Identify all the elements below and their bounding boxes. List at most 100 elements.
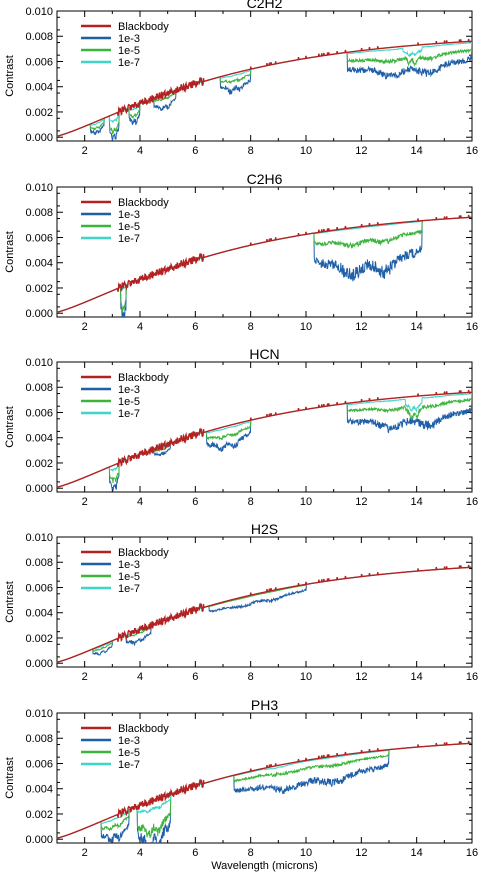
series-line-blackbody: [57, 389, 472, 488]
chart-title: PH3: [251, 697, 278, 713]
x-tick-label: 8: [248, 496, 254, 508]
x-tick-label: 2: [82, 847, 88, 859]
x-tick-label: 16: [466, 145, 478, 157]
y-tick-label: 0.004: [25, 784, 53, 796]
y-tick-label: 0.000: [25, 132, 53, 144]
x-tick-label: 4: [137, 671, 143, 683]
legend-label: Blackbody: [118, 547, 169, 559]
y-tick-label: 0.006: [25, 407, 53, 419]
y-tick-label: 0.008: [25, 31, 53, 43]
legend-label: 1e-5: [118, 221, 140, 233]
legend-label: Blackbody: [118, 21, 169, 33]
x-tick-label: 6: [192, 671, 198, 683]
x-tick-label: 16: [466, 671, 478, 683]
plot-frame: [56, 10, 473, 142]
x-tick-label: 4: [137, 496, 143, 508]
series-line-blackbody: [57, 214, 472, 313]
plot-area: [57, 389, 472, 491]
y-tick-label: 0.002: [25, 107, 53, 119]
panel-3: H2S 0.000 0.002 0.004 0.006 0.008 0.010 2 4 6 8 10 1…: [4, 521, 478, 683]
x-tick-label: 6: [192, 321, 198, 333]
x-tick-label: 12: [355, 496, 367, 508]
y-tick-label: 0.000: [25, 658, 53, 670]
x-tick-label: 2: [82, 145, 88, 157]
x-tick-label: 12: [355, 321, 367, 333]
y-tick-label: 0.000: [25, 483, 53, 495]
x-tick-label: 8: [248, 671, 254, 683]
series-line-blackbody: [57, 564, 472, 663]
legend-label: 1e-5: [118, 396, 140, 408]
panel-0: C2H2 0.000 0.002 0.004 0.006 0.008 0.010 2 4 6 8 10…: [4, 0, 478, 157]
y-tick-label: 0.010: [25, 708, 53, 720]
x-axis-label: Wavelength (microns): [211, 860, 318, 872]
plot-area: [57, 564, 472, 663]
plot-frame: [56, 712, 473, 844]
x-tick-label: 14: [411, 671, 423, 683]
x-tick-label: 12: [355, 145, 367, 157]
y-tick-label: 0.008: [25, 557, 53, 569]
x-tick-label: 6: [192, 145, 198, 157]
x-tick-label: 10: [300, 847, 312, 859]
x-tick-label: 6: [192, 847, 198, 859]
plot-frame: [56, 186, 473, 318]
y-tick-label: 0.004: [25, 608, 53, 620]
chart-title: H2S: [251, 521, 278, 537]
x-tick-label: 4: [137, 847, 143, 859]
x-tick-label: 16: [466, 321, 478, 333]
x-tick-label: 16: [466, 496, 478, 508]
y-tick-label: 0.004: [25, 433, 53, 445]
y-tick-label: 0.004: [25, 258, 53, 270]
y-tick-label: 0.008: [25, 382, 53, 394]
y-tick-label: 0.002: [25, 458, 53, 470]
y-axis-label: Contrast: [4, 55, 16, 97]
legend-label: 1e-7: [118, 583, 140, 595]
x-tick-label: 12: [355, 671, 367, 683]
x-tick-label: 10: [300, 671, 312, 683]
chart-title: C2H2: [247, 0, 283, 11]
legend-label: 1e-5: [118, 747, 140, 759]
y-tick-label: 0.010: [25, 532, 53, 544]
x-tick-label: 14: [411, 145, 423, 157]
plot-area: [57, 38, 472, 141]
legend-label: 1e-3: [118, 735, 140, 747]
legend-label: Blackbody: [118, 372, 169, 384]
panel-1: C2H6 0.000 0.002 0.004 0.006 0.008 0.010 2 4 6 8 10…: [4, 171, 478, 333]
y-tick-label: 0.006: [25, 582, 53, 594]
panel-2: HCN 0.000 0.002 0.004 0.006 0.008 0.010 2 4 6 8 10 1…: [4, 346, 478, 508]
x-tick-label: 14: [411, 321, 423, 333]
panel-4: PH3 0.000 0.002 0.004 0.006 0.008 0.010 2 4 6 8 10 1…: [4, 697, 478, 872]
legend-label: 1e-7: [118, 57, 140, 69]
y-tick-label: 0.008: [25, 207, 53, 219]
y-tick-label: 0.000: [25, 308, 53, 320]
series-line-blackbody: [57, 38, 472, 137]
x-tick-label: 14: [411, 496, 423, 508]
legend-label: 1e-7: [118, 233, 140, 245]
legend-label: 1e-3: [118, 209, 140, 221]
plot-area: [57, 740, 472, 843]
legend-label: 1e-5: [118, 45, 140, 57]
series-line-blackbody: [57, 740, 472, 839]
legend-label: 1e-7: [118, 408, 140, 420]
y-tick-label: 0.010: [25, 6, 53, 18]
plot-area: [57, 214, 472, 317]
x-tick-label: 14: [411, 847, 423, 859]
x-tick-label: 8: [248, 847, 254, 859]
legend-label: 1e-3: [118, 384, 140, 396]
x-tick-label: 16: [466, 847, 478, 859]
y-tick-label: 0.002: [25, 633, 53, 645]
x-tick-label: 2: [82, 321, 88, 333]
y-axis-label: Contrast: [4, 406, 16, 448]
y-axis-label: Contrast: [4, 757, 16, 799]
legend-label: 1e-5: [118, 571, 140, 583]
y-tick-label: 0.010: [25, 357, 53, 369]
x-tick-label: 8: [248, 145, 254, 157]
x-tick-label: 10: [300, 321, 312, 333]
legend-label: 1e-7: [118, 759, 140, 771]
plot-frame: [56, 361, 473, 493]
x-tick-label: 10: [300, 145, 312, 157]
y-tick-label: 0.002: [25, 809, 53, 821]
y-tick-label: 0.002: [25, 283, 53, 295]
x-tick-label: 10: [300, 496, 312, 508]
y-axis-label: Contrast: [4, 231, 16, 273]
